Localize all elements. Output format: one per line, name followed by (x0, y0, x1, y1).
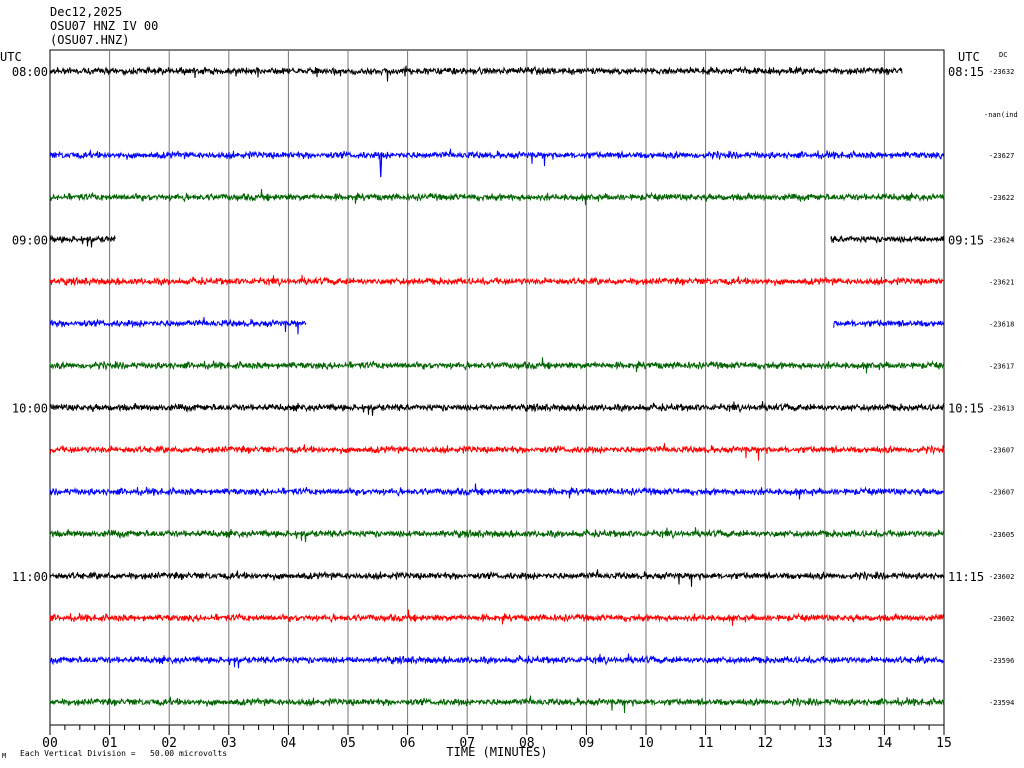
left-time-label: 11:00 (12, 570, 48, 584)
trace-segment (49, 316, 307, 335)
nan-note: -nan(ind (984, 111, 1018, 119)
trace-segment (49, 609, 945, 626)
dc-value: -23627 (989, 152, 1014, 160)
trace-segment (49, 569, 945, 587)
x-tick-label: 09 (579, 736, 595, 751)
plot-grid (49, 49, 945, 735)
logo-mark: M (2, 752, 7, 760)
dc-value: -23613 (989, 405, 1014, 413)
trace-segment (49, 357, 945, 374)
trace-segment (49, 188, 945, 206)
x-tick-label: 15 (936, 736, 952, 751)
trace-segment (49, 443, 945, 461)
x-tick-label: 12 (757, 736, 773, 751)
left-time-label: 10:00 (12, 402, 48, 416)
x-tick-label: 14 (877, 736, 893, 751)
x-tick-label: 08 (519, 736, 535, 751)
x-tick-label: 11 (698, 736, 714, 751)
dc-value: -23632 (989, 68, 1014, 76)
right-utc-label: UTC (958, 50, 980, 64)
left-utc-label: UTC (0, 50, 22, 64)
date-label: Dec12,2025 (50, 5, 123, 19)
dc-value: -23596 (989, 657, 1014, 665)
right-time-label: 11:15 (948, 570, 984, 584)
x-tick-label: 10 (638, 736, 654, 751)
trace-segment (830, 235, 945, 244)
right-time-label: 10:15 (948, 402, 984, 416)
x-tick-label: 06 (400, 736, 416, 751)
x-tick-label: 04 (281, 736, 297, 751)
trace-segment (49, 483, 945, 500)
dc-label: DC (999, 51, 1007, 59)
x-tick-label: 07 (459, 736, 475, 751)
trace-segment (49, 148, 945, 167)
trace-segment (833, 318, 945, 328)
left-time-label: 08:00 (12, 65, 48, 79)
trace-segment (49, 695, 945, 714)
x-axis-label: TIME (MINUTES) (446, 745, 547, 759)
trace-segment (49, 65, 903, 82)
x-tick-label: 13 (817, 736, 833, 751)
x-tick-label: 03 (221, 736, 237, 751)
station-label: OSU07 HNZ IV 00 (50, 19, 159, 33)
trace-group (49, 65, 945, 714)
dc-value: -23607 (989, 489, 1014, 497)
vertical-division-note: Each Vertical Division = 50.00 microvolt… (20, 749, 228, 758)
x-tick-label: 02 (161, 736, 177, 751)
x-tick-label: 00 (42, 736, 58, 751)
trace-segment (49, 527, 945, 543)
trace-segment (49, 401, 945, 416)
right-time-label: 08:15 (948, 65, 984, 79)
left-time-label: 09:00 (12, 233, 48, 247)
dc-value: -23602 (989, 573, 1014, 581)
x-tick-label: 01 (102, 736, 118, 751)
dc-value: -23624 (989, 236, 1014, 244)
dc-value: -23607 (989, 447, 1014, 455)
dc-value: -23617 (989, 362, 1014, 370)
dc-value: -23622 (989, 194, 1014, 202)
trace-segment (49, 234, 116, 248)
dc-value: -23605 (989, 531, 1014, 539)
trace-segment (49, 274, 945, 288)
dc-value: -23594 (989, 699, 1014, 707)
event-spike (379, 152, 383, 178)
dc-value: -23621 (989, 278, 1014, 286)
right-time-label: 09:15 (948, 233, 984, 247)
dc-value: -23618 (989, 320, 1014, 328)
trace-segment (49, 653, 945, 669)
channel-label: (OSU07.HNZ) (50, 33, 130, 47)
label-group: 00 01 02 03 04 05 06 07 08 09 10 11 12 13 14 15 TIME (MI… (0, 50, 1018, 759)
x-tick-label: 05 (340, 736, 356, 751)
dc-value: -23602 (989, 615, 1014, 623)
